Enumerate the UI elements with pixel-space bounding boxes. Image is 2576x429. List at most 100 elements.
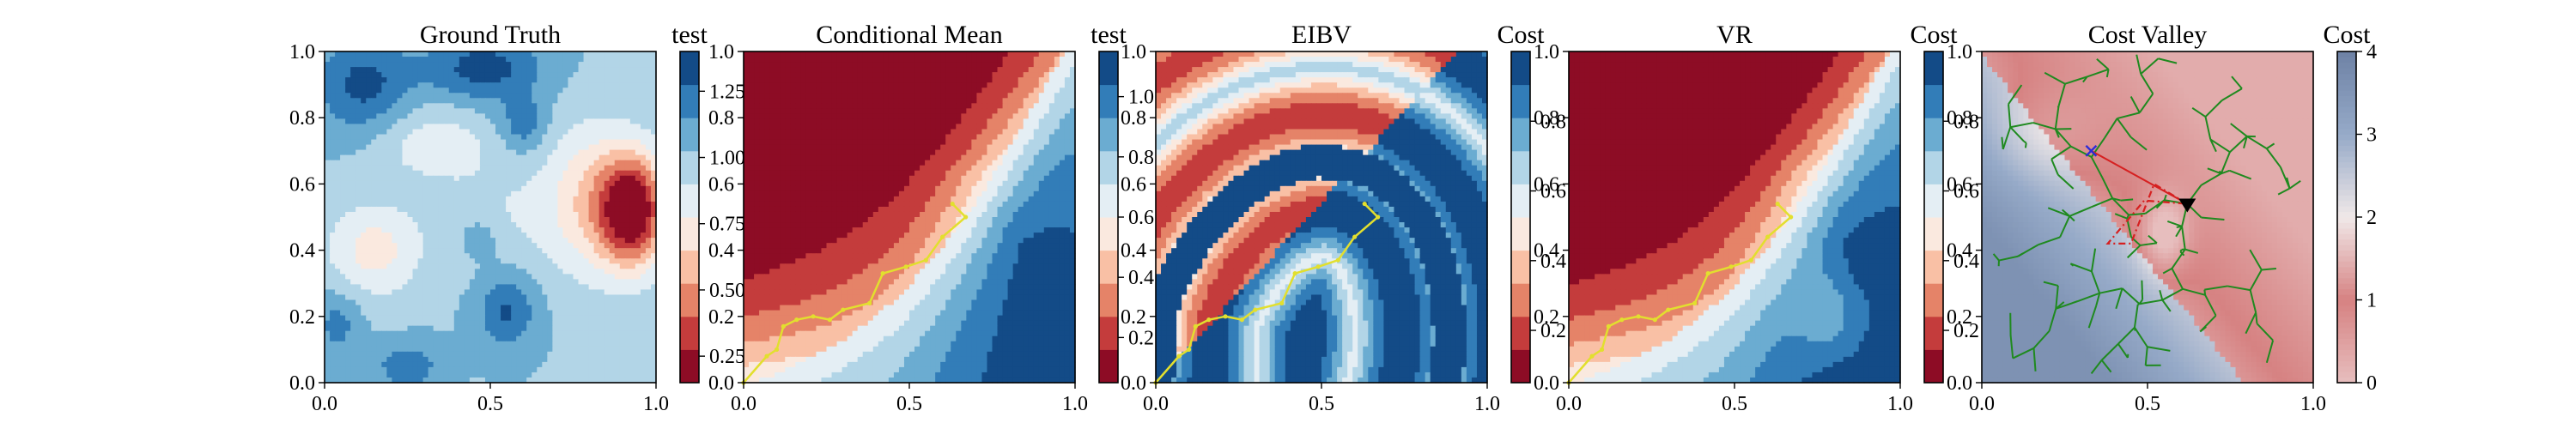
heatmap-cell (625, 207, 631, 213)
heatmap-cell (402, 51, 408, 57)
heatmap-cell (371, 176, 377, 182)
heatmap-cell (439, 103, 445, 109)
heatmap-cell (971, 67, 977, 73)
heatmap-cell (490, 284, 496, 290)
heatmap-cell (350, 51, 356, 57)
heatmap-cell (832, 77, 838, 83)
heatmap-cell (366, 124, 372, 130)
heatmap-cell (625, 274, 631, 280)
heatmap-cell (418, 176, 424, 182)
heatmap-cell (605, 357, 611, 363)
heatmap-cell (506, 311, 512, 317)
heatmap-cell (605, 135, 611, 141)
heatmap-cell (584, 176, 590, 182)
heatmap-cell (920, 72, 926, 78)
heatmap-cell (589, 279, 595, 285)
heatmap-cell (568, 284, 574, 290)
heatmap-cell (884, 113, 890, 119)
heatmap-cell (325, 341, 331, 347)
heatmap-cell (444, 212, 450, 218)
heatmap-cell (459, 269, 465, 275)
heatmap-cell (547, 118, 553, 124)
heatmap-cell (418, 191, 424, 197)
heatmap-cell (537, 336, 543, 342)
heatmap-cell (532, 118, 538, 124)
heatmap-cell (951, 51, 957, 57)
heatmap-cell (562, 150, 568, 156)
heatmap-cell (610, 207, 616, 213)
heatmap-cell (350, 150, 356, 156)
heatmap-cell (537, 311, 543, 317)
heatmap-cell (832, 57, 838, 63)
heatmap-cell (625, 135, 631, 141)
heatmap-cell (330, 274, 336, 280)
heatmap-cell (480, 166, 486, 172)
heatmap-cell (537, 98, 543, 104)
heatmap-cell (547, 113, 553, 119)
heatmap-cell (330, 155, 336, 161)
heatmap-cell (439, 336, 445, 342)
heatmap-cell (589, 57, 595, 63)
heatmap-cell (574, 150, 580, 156)
heatmap-cell (532, 258, 538, 264)
heatmap-cell (532, 113, 538, 119)
heatmap-cell (547, 82, 553, 88)
heatmap-cell (610, 341, 616, 347)
heatmap-cell (423, 279, 429, 285)
heatmap-cell (584, 207, 590, 213)
heatmap-cell (605, 82, 611, 88)
heatmap-cell (605, 341, 611, 347)
heatmap-cell (521, 140, 527, 146)
heatmap-cell (594, 331, 600, 337)
heatmap-cell (516, 181, 522, 187)
heatmap-cell (635, 222, 641, 228)
heatmap-cell (490, 305, 496, 311)
heatmap-cell (366, 82, 372, 88)
heatmap-cell (444, 171, 450, 177)
heatmap-cell (889, 72, 895, 78)
heatmap-cell (506, 316, 512, 322)
heatmap-cell (490, 202, 496, 208)
heatmap-cell (589, 140, 595, 146)
heatmap-cell (350, 145, 356, 151)
heatmap-cell (459, 331, 465, 337)
heatmap-cell (392, 67, 398, 73)
heatmap-cell (454, 372, 460, 378)
heatmap-cell (511, 341, 517, 347)
heatmap-cell (599, 352, 605, 358)
heatmap-cell (330, 150, 336, 156)
heatmap-cell (568, 222, 574, 228)
heatmap-cell (858, 57, 864, 63)
heatmap-cell (434, 207, 440, 213)
heatmap-cell (376, 336, 382, 342)
heatmap-cell (381, 258, 387, 264)
heatmap-cell (490, 108, 496, 114)
heatmap-cell (392, 227, 398, 233)
heatmap-cell (485, 140, 491, 146)
heatmap-cell (454, 207, 460, 213)
heatmap-cell (795, 62, 801, 68)
heatmap-cell (610, 305, 616, 311)
heatmap-cell (842, 72, 848, 78)
heatmap-cell (397, 357, 403, 363)
heatmap-cell (511, 238, 517, 244)
heatmap-cell (630, 176, 636, 182)
heatmap-cell (465, 316, 471, 322)
heatmap-cell (418, 269, 424, 275)
heatmap-cell (381, 191, 387, 197)
heatmap-cell (366, 372, 372, 378)
heatmap-cell (837, 67, 843, 73)
heatmap-cell (392, 103, 398, 109)
heatmap-cell (470, 253, 476, 259)
heatmap-cell (1049, 67, 1055, 73)
heatmap-cell (557, 367, 563, 373)
heatmap-cell (547, 362, 553, 368)
heatmap-cell (439, 212, 445, 218)
heatmap-cell (625, 217, 631, 223)
heatmap-cell (439, 367, 445, 373)
heatmap-cell (335, 217, 341, 223)
heatmap-cell (526, 233, 532, 239)
heatmap-cell (465, 248, 471, 254)
heatmap-cell (330, 357, 336, 363)
heatmap-cell (878, 72, 884, 78)
